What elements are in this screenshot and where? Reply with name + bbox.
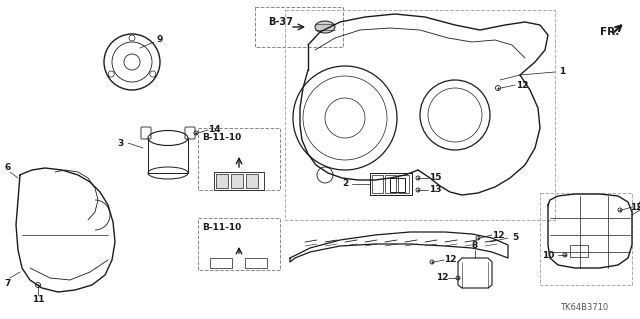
Ellipse shape [315,21,335,33]
Text: 12: 12 [436,273,448,283]
Text: B-11-10: B-11-10 [202,133,241,143]
Text: TK64B3710: TK64B3710 [560,303,608,313]
Text: 1: 1 [559,68,565,77]
Bar [231,174,243,188]
Text: 8: 8 [472,241,478,250]
Bar [245,258,267,268]
Bar [385,175,396,193]
Bar [540,193,632,285]
Text: FR.: FR. [600,27,620,37]
Text: 9: 9 [157,35,163,44]
Bar [255,7,343,47]
Bar [210,258,232,268]
Text: 5: 5 [512,234,518,242]
Text: 12: 12 [630,203,640,211]
Text: B-11-10: B-11-10 [202,224,241,233]
Bar [216,174,228,188]
Bar [398,175,409,193]
Text: 4: 4 [637,202,640,211]
Text: 11: 11 [32,295,44,305]
Bar [198,218,280,270]
Bar [372,175,383,193]
Text: B-37: B-37 [268,17,293,27]
Text: 2: 2 [342,180,348,189]
Text: 15: 15 [429,174,441,182]
Text: 3: 3 [118,138,124,147]
Text: 12: 12 [492,231,504,240]
Bar [198,128,280,190]
Text: 14: 14 [208,125,220,135]
Text: 10: 10 [542,250,554,259]
Text: 13: 13 [429,186,441,195]
Bar [285,10,555,220]
Text: 12: 12 [516,80,528,90]
Text: 6: 6 [5,164,11,173]
Text: 7: 7 [5,278,11,287]
Bar [246,174,258,188]
Text: 12: 12 [444,256,456,264]
Bar [214,172,264,190]
Bar [370,173,412,195]
Bar [570,245,588,257]
